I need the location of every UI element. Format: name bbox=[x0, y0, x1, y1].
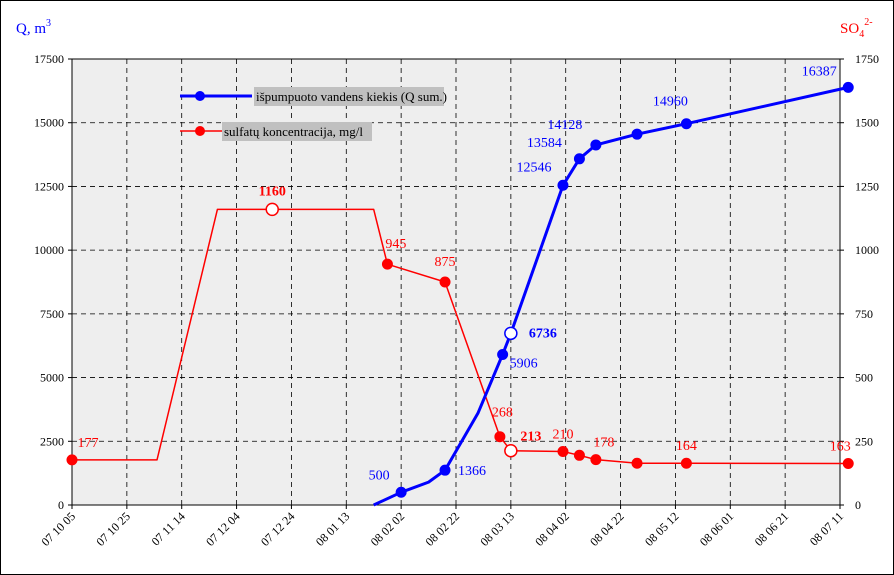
so4-data-label: 268 bbox=[492, 406, 513, 421]
so4-data-label: 163 bbox=[830, 439, 851, 454]
right-tick-label: 750 bbox=[855, 307, 873, 321]
so4-point bbox=[439, 276, 451, 288]
right-tick-label: 1250 bbox=[855, 179, 879, 193]
legend-marker-0 bbox=[195, 91, 205, 101]
data-labels: 500 1366590667361254613584141281496016387… bbox=[78, 64, 851, 483]
so4-data-label: 177 bbox=[78, 436, 99, 451]
left-tick-label: 5000 bbox=[40, 371, 64, 385]
so4-point bbox=[631, 457, 643, 469]
q-point bbox=[842, 81, 854, 93]
q-point bbox=[439, 464, 451, 476]
so4-data-label: 1160 bbox=[259, 184, 286, 199]
q-data-label: 16387 bbox=[802, 64, 837, 79]
q-data-label: 6736 bbox=[529, 326, 557, 341]
so4-point-open bbox=[265, 202, 279, 217]
legend-label-0: išpumpuoto vandens kiekis (Q sum.) bbox=[256, 89, 447, 104]
q-data-label: 5906 bbox=[510, 356, 538, 371]
legend-label-bg-0 bbox=[254, 87, 444, 106]
left-tick-label: 17500 bbox=[34, 52, 64, 66]
so4-data-label: 178 bbox=[593, 436, 614, 451]
so4-point bbox=[842, 457, 854, 469]
q-point-open bbox=[504, 326, 518, 341]
q-data-label: 12546 bbox=[516, 160, 551, 175]
left-tick-label: 10000 bbox=[34, 243, 64, 257]
q-point bbox=[395, 486, 407, 498]
q-point bbox=[557, 179, 569, 191]
right-tick-label: 1000 bbox=[855, 243, 879, 257]
series-markers bbox=[66, 81, 854, 498]
q-data-label: 14128 bbox=[547, 118, 582, 133]
right-tick-label: 250 bbox=[855, 434, 873, 448]
q-point bbox=[573, 153, 585, 165]
right-tick-label: 0 bbox=[855, 498, 861, 512]
left-tick-label: 2500 bbox=[40, 434, 64, 448]
q-point bbox=[631, 128, 643, 140]
left-tick-label: 15000 bbox=[34, 116, 64, 130]
q-point bbox=[497, 348, 509, 360]
so4-point bbox=[573, 449, 585, 461]
left-tick-label: 12500 bbox=[34, 179, 64, 193]
so4-data-label: 164 bbox=[676, 439, 697, 454]
q-data-label: 500 bbox=[369, 468, 390, 483]
legend-label-1: sulfatų koncentracija, mg/l bbox=[224, 124, 363, 139]
left-tick-label: 0 bbox=[58, 498, 64, 512]
q-data-label: 13584 bbox=[527, 136, 562, 151]
left-axis-title: Q, m3 bbox=[16, 18, 51, 37]
q-point bbox=[590, 139, 602, 151]
legend-marker-1 bbox=[195, 126, 205, 136]
so4-data-label: 213 bbox=[520, 430, 541, 445]
right-tick-label: 500 bbox=[855, 371, 873, 385]
q-data-label: 1366 bbox=[458, 464, 486, 479]
left-tick-label: 7500 bbox=[40, 307, 64, 321]
so4-point bbox=[590, 454, 602, 466]
so4-point bbox=[680, 457, 692, 469]
q-data-label: 14960 bbox=[653, 95, 688, 110]
q-point bbox=[680, 118, 692, 130]
so4-point bbox=[557, 445, 569, 457]
so4-data-label: 210 bbox=[552, 427, 573, 442]
so4-point bbox=[381, 258, 393, 270]
right-axis-title: SO42- bbox=[840, 17, 873, 40]
legend-label-bg-1 bbox=[222, 122, 372, 141]
legend: išpumpuoto vandens kiekis (Q sum.) sulfa… bbox=[180, 87, 447, 141]
grid-lines bbox=[72, 59, 841, 505]
right-tick-label: 1500 bbox=[855, 116, 879, 130]
so4-point-open bbox=[504, 443, 518, 458]
so4-data-label: 875 bbox=[435, 255, 456, 270]
so4-data-label: 945 bbox=[385, 237, 406, 252]
so4-point bbox=[494, 431, 506, 443]
so4-point bbox=[66, 454, 78, 466]
right-tick-label: 1750 bbox=[855, 52, 879, 66]
